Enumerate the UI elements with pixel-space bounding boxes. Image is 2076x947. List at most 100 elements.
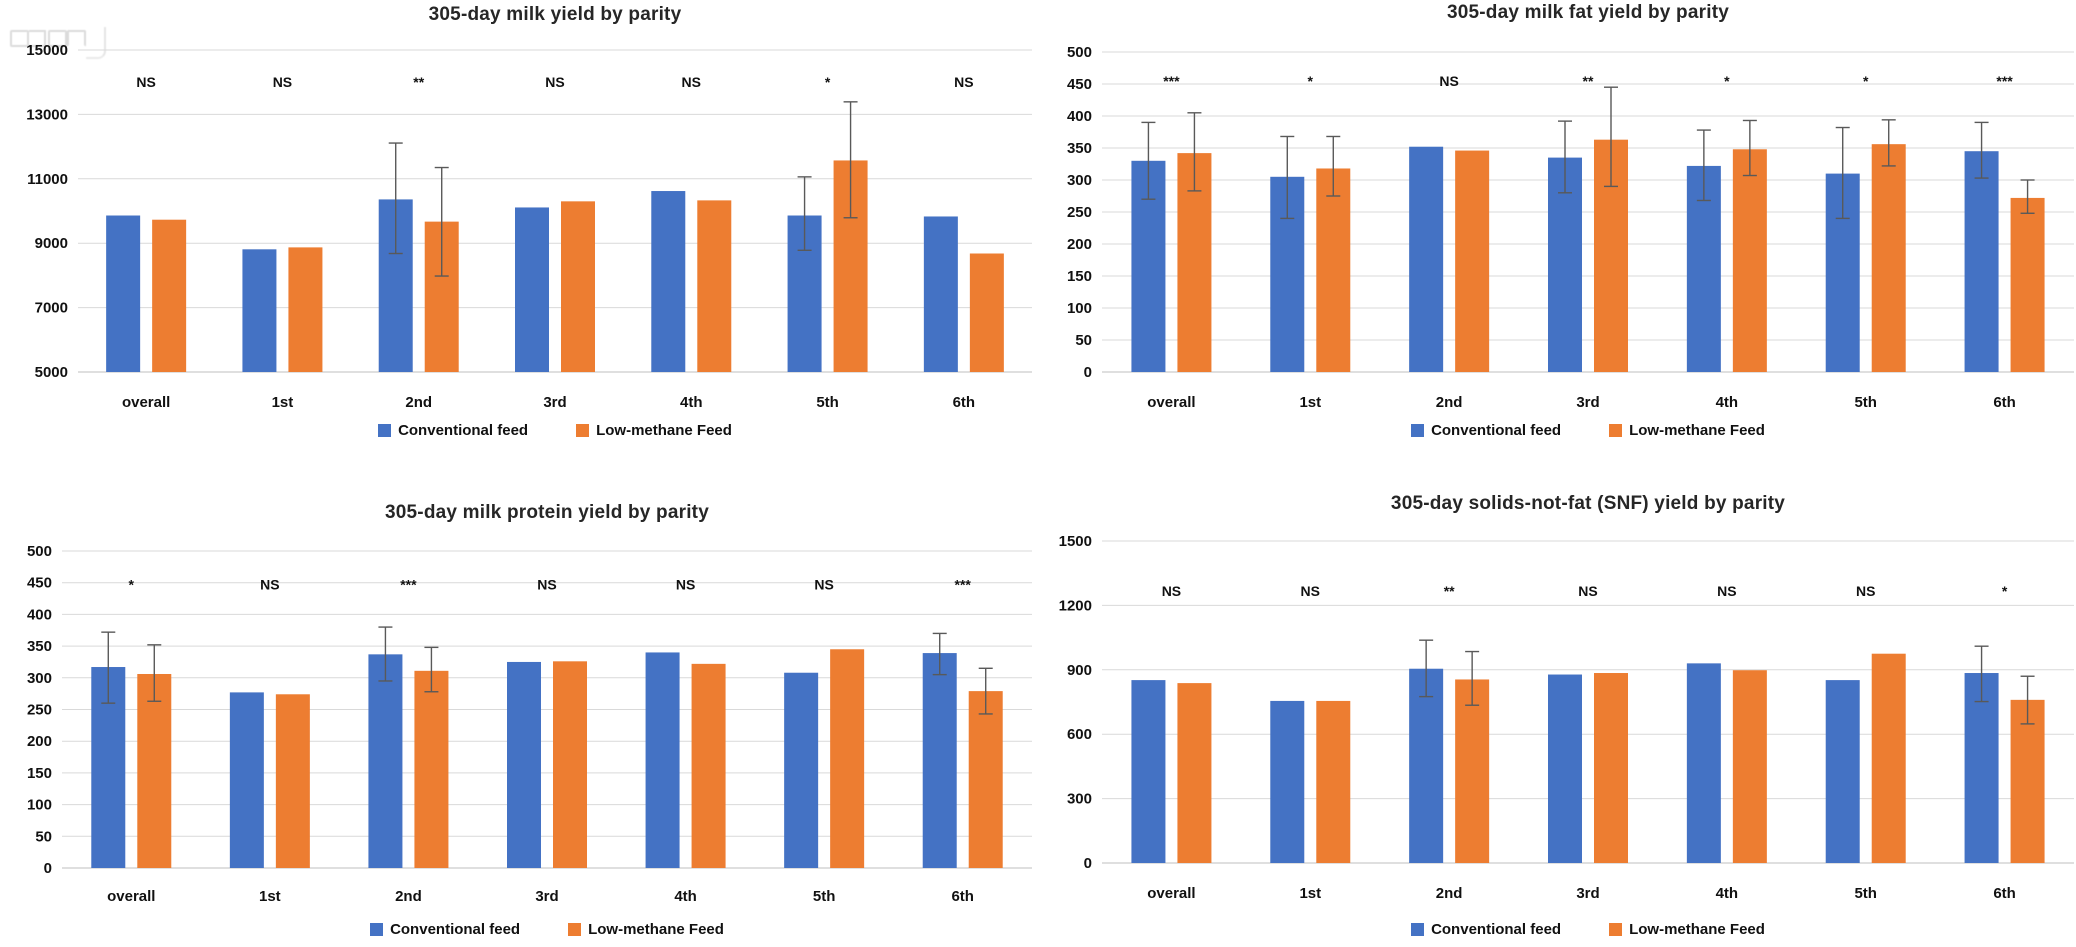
y-tick-label: 250 [27,702,52,719]
y-tick-label: 350 [1067,140,1092,157]
y-tick-label: 1200 [1059,597,1092,614]
y-tick-label: 5000 [35,364,68,381]
chart-title: 305-day milk fat yield by parity [1446,2,1729,23]
bar-low-methane-feed [288,247,323,372]
error-bar [843,101,858,219]
significance-label: ** [1444,583,1455,599]
y-tick-label: 500 [1067,44,1092,61]
bar-low-methane-feed [2010,699,2045,863]
y-tick-label: 400 [1067,108,1092,125]
legend-label: Conventional feed [1431,422,1562,439]
bar-low-methane-feed [414,670,449,868]
chart-title: 305-day milk protein yield by parity [385,502,709,523]
error-bar [1419,639,1434,698]
legend-item-conventional: Conventional feed [1411,921,1561,938]
bar-conventional-feed [106,215,141,372]
x-category-label: 6th [953,394,976,411]
significance-label: NS [1301,583,1320,599]
significance-label: NS [537,576,556,592]
y-tick-label: 500 [27,543,52,560]
legend-item-lowmethane: Low-methane Feed [1609,422,1765,439]
y-tick-label: 450 [27,575,52,592]
significance-label: NS [260,576,279,592]
y-tick-label: 200 [1067,236,1092,253]
error-bar [1187,112,1202,192]
error-bar [797,176,812,251]
chart-title: 305-day solids-not-fat (SNF) yield by pa… [1390,493,1786,514]
legend-item-lowmethane: Low-methane Feed [568,921,724,938]
bar-low-methane-feed [1455,150,1490,372]
bar-low-methane-feed [1732,670,1767,863]
bar-low-methane-feed [691,663,726,868]
bar-low-methane-feed [1316,700,1351,863]
bar-conventional-feed [1409,146,1444,372]
bar-low-methane-feed [275,694,310,868]
x-category-label: 4th [680,394,703,411]
error-bar [2020,179,2035,214]
y-tick-label: 13000 [26,106,68,123]
snf-yield-plot: 0 300 600 900 1200 1500 NS overall NS 1st ** 2nd NS 3… [1059,533,2074,902]
y-tick-label: 300 [1067,791,1092,808]
bar-conventional-feed [1825,680,1860,863]
bar-conventional-feed [368,654,403,868]
x-category-label: 3rd [535,888,558,905]
bar-low-methane-feed [152,219,187,372]
legend-swatch-lowmethane [1609,424,1623,437]
y-tick-label: 300 [27,670,52,687]
error-bar [1558,120,1572,194]
x-category-label: 1st [259,888,281,905]
y-tick-label: 11000 [27,171,68,188]
y-tick-label: 0 [1084,855,1092,872]
bar-low-methane-feed [1316,168,1351,372]
bar-low-methane-feed [968,691,1003,868]
x-category-label: 5th [813,888,836,905]
bar-conventional-feed [923,216,958,372]
error-bar [932,632,947,676]
significance-label: *** [400,576,417,592]
x-category-label: 2nd [1436,885,1463,902]
milk-protein-yield-plot: 0 50 100 150 200 250 300 350 400 450 500 * overall NS… [27,543,1032,905]
legend-swatch-conventional [1411,424,1425,437]
ghost-textbox-artifact [8,27,168,61]
error-bar [147,644,162,702]
y-tick-label: 15000 [26,42,68,59]
error-bar [1141,121,1156,200]
x-category-label: 4th [674,888,697,905]
bar-low-methane-feed [1177,683,1212,863]
x-category-label: 2nd [405,394,432,411]
significance-label: * [825,74,831,90]
bar-low-methane-feed [553,661,587,868]
y-tick-label: 300 [1067,172,1092,189]
bar-conventional-feed [1409,668,1444,863]
milk-fat-yield-plot: 050100150200250300350400450500***overall… [1067,44,2074,411]
bar-conventional-feed [1270,700,1305,863]
bar-low-methane-feed [1455,679,1490,863]
x-category-label: 1st [272,394,294,411]
legend-item-conventional: Conventional feed [1411,422,1561,439]
significance-label: ** [1583,73,1594,89]
legend-item-conventional: Conventional feed [370,921,520,938]
y-tick-label: 50 [35,828,52,845]
significance-label: NS [1578,583,1597,599]
x-category-label: 3rd [1576,394,1599,411]
error-bar [1604,86,1618,188]
x-category-label: 3rd [1576,885,1599,902]
bar-conventional-feed [1964,151,1999,372]
legend-swatch-conventional [1411,923,1425,936]
error-bar [1465,650,1480,706]
legend-label: Low-methane Feed [596,422,732,439]
bar-low-methane-feed [1594,673,1628,863]
legend-label: Low-methane Feed [1629,422,1765,439]
bar-low-methane-feed [561,201,595,372]
bar-low-methane-feed [2010,197,2045,372]
legend-item-lowmethane: Low-methane Feed [576,422,732,439]
significance-label: * [1863,73,1869,89]
legend-item-lowmethane: Low-methane Feed [1609,921,1765,938]
significance-label: * [2002,583,2008,599]
legend: Conventional feed Low-methane Feed [1102,921,2074,938]
y-tick-label: 50 [1075,332,1092,349]
x-category-label: 3rd [543,394,566,411]
significance-label: NS [545,74,564,90]
y-tick-label: 7000 [35,300,68,317]
